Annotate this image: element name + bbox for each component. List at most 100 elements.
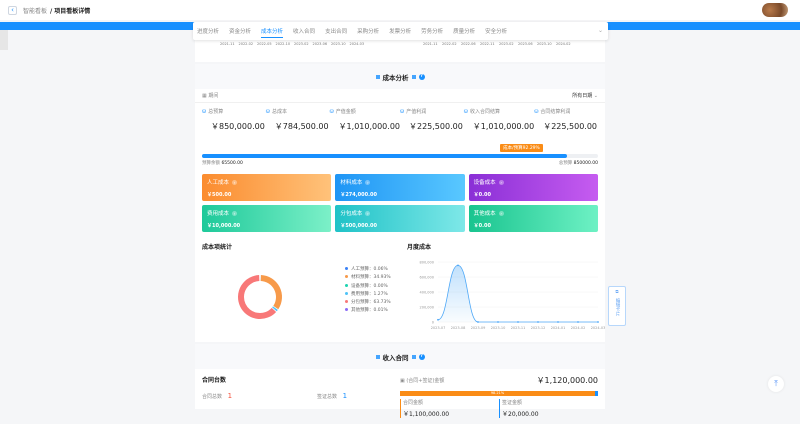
back-to-top-icon: ⤒ <box>774 379 778 388</box>
donut-slice[interactable] <box>241 278 274 316</box>
chevron-down-icon[interactable]: ⌄ <box>598 27 603 34</box>
axis-tick-label: 2023-06 <box>518 42 533 46</box>
section-header: 成本分析? <box>195 64 605 89</box>
y-tick-label: 800,000 <box>420 261 434 265</box>
date-select[interactable]: 所有日期 ⌄ <box>572 92 598 99</box>
tab-2[interactable]: 成本分析 <box>261 25 283 38</box>
data-point[interactable] <box>457 264 459 266</box>
legend-item[interactable]: 人工预算：0.06% <box>345 266 391 274</box>
stat-3: ⛁产值利润￥225,500.00 <box>400 108 464 132</box>
cost-tile-5[interactable]: 其他成本›￥0.00 <box>469 205 598 232</box>
amount-label: ▣ (合同+签证)金额 <box>400 377 444 384</box>
data-point[interactable] <box>497 321 499 323</box>
cost-tile-1[interactable]: 材料成本›￥274,000.00 <box>335 174 464 201</box>
tab-5[interactable]: 采购分析 <box>357 25 379 37</box>
chevron-right-icon: › <box>499 211 504 216</box>
help-icon[interactable]: ? <box>419 354 425 360</box>
section-title: 成本分析 <box>383 72 409 82</box>
tab-6[interactable]: 发票分析 <box>389 25 411 37</box>
axis-tick-label: 2023-02 <box>499 42 514 46</box>
legend-item[interactable]: 其他预算：0.01% <box>345 307 391 315</box>
edit-card-icon: ⧉ <box>609 290 625 296</box>
x-tick-label: 2023-08 <box>451 326 466 330</box>
data-point[interactable] <box>477 321 479 323</box>
sidebar-stub <box>0 30 8 50</box>
chevron-right-icon: › <box>499 180 504 185</box>
back-to-top-button[interactable]: ⤒ <box>768 376 784 392</box>
axis-tick-label: 2024-03 <box>350 42 365 46</box>
breadcrumb-parent[interactable]: 智能看板 <box>23 6 47 15</box>
stat-0: ⛁总预算￥850,000.00 <box>202 108 266 132</box>
x-tick-label: 2023-12 <box>531 326 546 330</box>
axis-tick-label: 2023-10 <box>537 42 552 46</box>
data-point[interactable] <box>437 319 439 321</box>
y-tick-label: 200,000 <box>420 306 434 310</box>
tab-7[interactable]: 劳务分析 <box>421 25 443 37</box>
legend-item[interactable]: 设备预算：0.00% <box>345 283 391 291</box>
legend-item[interactable]: 分包预算：63.73% <box>345 299 391 307</box>
edit-card-button[interactable]: ⧉ 编辑卡片 <box>608 286 626 326</box>
top-bar: ‹ 智能看板 / 项目看板详情 <box>0 0 800 20</box>
donut-slice[interactable] <box>274 308 275 309</box>
legend-item[interactable]: 材料预算：34.93% <box>345 274 391 282</box>
date-label: ▦ 期间 <box>202 92 218 99</box>
tab-4[interactable]: 支出合同 <box>325 25 347 37</box>
area-fill <box>438 265 598 322</box>
cost-tile-2[interactable]: 设备成本›￥0.00 <box>469 174 598 201</box>
x-tick-label: 2023-10 <box>491 326 506 330</box>
count-title: 合同台数 <box>202 375 400 384</box>
stat-icon: ⛁ <box>534 109 538 115</box>
tab-1[interactable]: 资金分析 <box>229 25 251 37</box>
decor-icon <box>412 355 416 359</box>
breadcrumb-current: / 项目看板详情 <box>50 6 90 15</box>
amount-bar: 98.21% <box>400 391 598 396</box>
data-point[interactable] <box>557 321 559 323</box>
amount-value: ￥1,120,000.00 <box>537 375 598 386</box>
x-tick-label: 2023-11 <box>511 326 526 330</box>
data-point[interactable] <box>597 321 599 323</box>
x-tick-label: 2024-02 <box>571 326 586 330</box>
cost-tile-4[interactable]: 分包成本›￥500,000.00 <box>335 205 464 232</box>
section-title: 收入合同 <box>383 352 409 362</box>
cost-tile-0[interactable]: 人工成本›￥500.00 <box>202 174 331 201</box>
data-point[interactable] <box>537 321 539 323</box>
budget-remaining: 预算余额 65500.00 <box>202 160 243 166</box>
cost-tile-3[interactable]: 费用成本›￥10,000.00 <box>202 205 331 232</box>
axis-tick-label: 2023-06 <box>313 42 328 46</box>
chevron-right-icon: › <box>232 211 237 216</box>
axis-tick-label: 2022-06 <box>461 42 476 46</box>
data-point[interactable] <box>517 321 519 323</box>
avatar[interactable] <box>762 3 788 17</box>
stat-icon: ⛁ <box>464 109 468 115</box>
cost-progress-bar: 成本/预算92.29% <box>202 154 598 158</box>
back-button[interactable]: ‹ <box>8 6 17 15</box>
decor-icon <box>412 75 416 79</box>
legend-item[interactable]: 费用预算：1.27% <box>345 291 391 299</box>
section-header: 收入合同? <box>195 344 605 369</box>
progress-tooltip: 成本/预算92.29% <box>500 144 543 152</box>
donut-chart <box>215 253 305 333</box>
stat-icon: ⛁ <box>330 109 334 115</box>
decor-icon <box>376 355 380 359</box>
tab-0[interactable]: 进度分析 <box>197 25 219 37</box>
tab-8[interactable]: 质量分析 <box>453 25 475 37</box>
contract-total: 合同总数 1 <box>202 392 285 400</box>
axis-tick-label: 2023-10 <box>331 42 346 46</box>
budget-total: 总预算 850000.00 <box>559 160 598 166</box>
axis-tick-label: 2022-02 <box>239 42 254 46</box>
visa-total: 签证总数 1 <box>285 392 400 400</box>
x-tick-label: 2023-07 <box>431 326 446 330</box>
decor-icon <box>376 75 380 79</box>
donut-slice[interactable] <box>261 278 279 308</box>
edit-card-label: 编辑卡片 <box>614 298 620 316</box>
chevron-right-icon: › <box>365 211 370 216</box>
data-point[interactable] <box>577 321 579 323</box>
tab-3[interactable]: 收入合同 <box>293 25 315 37</box>
pie-panel: 成本项统计 人工预算：0.06%材料预算：34.93%设备预算：0.00%费用预… <box>195 238 400 343</box>
help-icon[interactable]: ? <box>419 74 425 80</box>
y-tick-label: 0 <box>432 321 434 325</box>
tab-bar: 进度分析资金分析成本分析收入合同支出合同采购分析发票分析劳务分析质量分析安全分析… <box>193 22 608 40</box>
tab-9[interactable]: 安全分析 <box>485 25 507 37</box>
